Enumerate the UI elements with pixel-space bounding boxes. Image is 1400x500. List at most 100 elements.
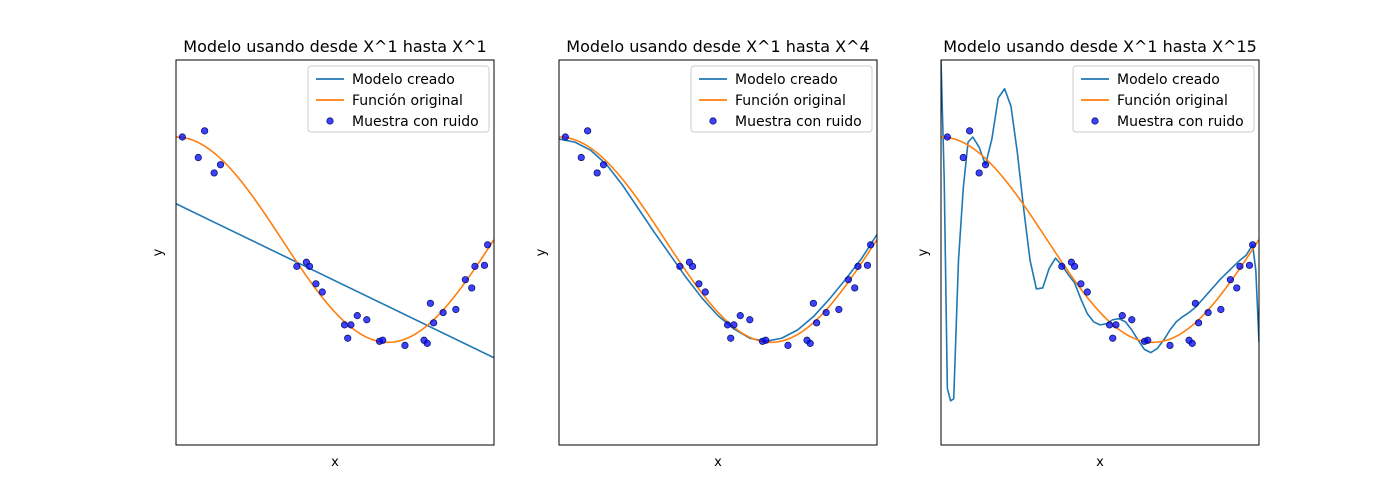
legend: Modelo creado Función original Muestra con…	[690, 65, 873, 133]
scatter-point	[340, 321, 349, 329]
legend-label: Muestra con ruido	[1117, 114, 1244, 130]
scatter-point	[577, 153, 585, 162]
scatter-point	[695, 280, 703, 288]
scatter-point	[701, 288, 709, 296]
legend-label: Modelo creado	[352, 72, 455, 88]
scatter-point	[1217, 305, 1225, 314]
scatter-point	[423, 339, 431, 347]
scatter-point	[1204, 308, 1212, 317]
scatter-point	[723, 321, 732, 329]
series-line-modelo-creado	[559, 138, 877, 343]
legend-label: Modelo creado	[735, 72, 838, 88]
scatter-point	[561, 133, 569, 141]
legend: Modelo creado Función original Muestra con…	[1072, 65, 1255, 133]
scatter-point	[599, 161, 608, 169]
y-axis-label: y	[916, 248, 931, 256]
chart-panel-2: Modelo usando desde X^1 hasta X^4 x y Model…	[534, 37, 878, 470]
scatter-point	[305, 262, 314, 270]
scatter-point	[1144, 336, 1152, 344]
scatter-point	[216, 161, 225, 169]
scatter-point	[851, 284, 859, 292]
plot-area	[559, 127, 877, 350]
chart-title: Modelo usando desde X^1 hasta X^1	[183, 37, 486, 56]
scatter-point	[210, 169, 218, 177]
series-line-modelo-creado	[176, 203, 494, 359]
scatter-point	[975, 169, 983, 177]
scatter-point	[727, 334, 735, 342]
scatter-point	[981, 161, 990, 169]
scatter-point	[1249, 241, 1257, 249]
scatter-point	[429, 319, 438, 327]
legend: Modelo creado Función original Muestra con…	[307, 65, 490, 133]
scatter-point	[584, 127, 592, 135]
scatter-point	[762, 336, 770, 344]
x-axis-label: x	[1096, 455, 1104, 470]
scatter-point	[401, 341, 409, 350]
x-axis-label: x	[714, 455, 722, 470]
chart-title: Modelo usando desde X^1 hasta X^15	[943, 37, 1257, 56]
scatter-point	[1128, 316, 1136, 324]
scatter-point	[1245, 261, 1254, 269]
scatter-point	[201, 127, 209, 135]
chart-panel-3: Modelo usando desde X^1 hasta X^15 x y Mode…	[916, 37, 1260, 470]
scatter-point	[809, 299, 818, 307]
scatter-point	[1188, 339, 1196, 347]
scatter-point	[1226, 276, 1234, 284]
legend-swatch-marker	[709, 117, 717, 125]
scatter-point	[347, 321, 355, 329]
scatter-point	[812, 319, 821, 327]
scatter-point	[1105, 321, 1114, 329]
axes-frame	[558, 59, 878, 446]
x-axis-label: x	[331, 455, 339, 470]
scatter-point	[844, 276, 852, 284]
scatter-point	[1194, 319, 1203, 327]
scatter-point	[784, 341, 792, 350]
legend-label: Función original	[735, 93, 846, 109]
plot-area	[941, 60, 1259, 402]
scatter-point	[1112, 321, 1120, 329]
scatter-point	[867, 241, 875, 249]
scatter-point	[1233, 284, 1241, 292]
scatter-point	[1166, 341, 1174, 350]
plot-area	[176, 127, 494, 359]
scatter-point	[484, 241, 492, 249]
scatter-point	[806, 339, 814, 347]
scatter-point	[1191, 299, 1200, 307]
scatter-point	[178, 133, 186, 141]
scatter-point	[736, 312, 744, 320]
y-axis-label: y	[534, 248, 549, 256]
chart-panel-1: Modelo usando desde X^1 hasta X^1 x y Model…	[151, 37, 495, 470]
chart-title: Modelo usando desde X^1 hasta X^4	[566, 37, 869, 56]
scatter-point	[452, 305, 460, 314]
axes-frame	[940, 59, 1260, 446]
legend-label: Función original	[352, 93, 463, 109]
legend-box	[1072, 65, 1255, 133]
series-line-modelo-creado	[941, 60, 1259, 402]
legend-swatch-marker	[1091, 117, 1099, 125]
scatter-point	[344, 334, 352, 342]
scatter-point	[318, 288, 326, 296]
legend-box	[690, 65, 873, 133]
scatter-point	[1083, 288, 1091, 296]
scatter-point	[461, 276, 469, 284]
scatter-point	[676, 262, 684, 270]
axes-frame	[175, 59, 495, 446]
scatter-point	[688, 262, 697, 270]
scatter-point	[471, 262, 479, 270]
scatter-point	[293, 262, 301, 270]
scatter-point	[1118, 312, 1126, 320]
scatter-point	[1077, 280, 1085, 288]
scatter-point	[426, 299, 434, 307]
scatter-point	[1236, 262, 1244, 270]
scatter-point	[854, 262, 862, 270]
scatter-point	[1058, 262, 1066, 270]
scatter-point	[480, 261, 489, 269]
scatter-point	[312, 280, 320, 288]
scatter-point	[746, 316, 754, 324]
scatter-point	[194, 153, 202, 162]
scatter-point	[730, 321, 738, 329]
legend-label: Muestra con ruido	[352, 114, 479, 130]
scatter-point	[1109, 334, 1117, 342]
legend-label: Modelo creado	[1117, 72, 1220, 88]
